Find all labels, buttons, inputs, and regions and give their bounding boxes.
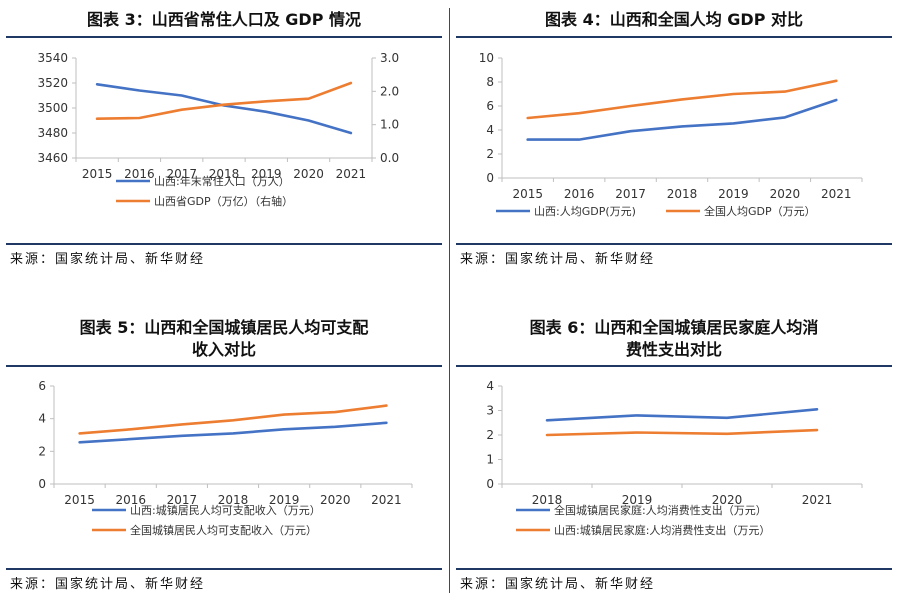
x-tick-label: 2015 (64, 493, 95, 507)
y-tick-label: 6 (38, 379, 46, 393)
series-line-2 (78, 404, 388, 435)
x-tick-label: 2015 (82, 167, 113, 181)
chart-5-title-line1: 图表 5：山西和全国城镇居民人均可支配 (79, 318, 369, 337)
y-tick-label: 1 (486, 453, 494, 467)
chart-6-title-line1: 图表 6：山西和全国城镇居民家庭人均消 (529, 318, 819, 337)
x-tick-label: 2016 (115, 493, 146, 507)
source-rule (456, 243, 892, 245)
panel-chart-3: 图表 3：山西省常住人口及 GDP 情况 3460 3480 3500 3520 354… (6, 0, 442, 270)
y2-tick-label: 0.0 (380, 151, 399, 165)
source-note: 来源：国家统计局、新华财经 (460, 577, 656, 592)
x-tick-label: 2021 (821, 187, 852, 201)
x-tick-label: 2015 (512, 187, 543, 201)
chart-3-title: 图表 3：山西省常住人口及 GDP 情况 (87, 10, 361, 29)
series-line-1 (95, 82, 353, 135)
x-tick-label: 2021 (336, 167, 367, 181)
title-rule (6, 365, 442, 367)
legend-label: 山西:人均GDP(万元) (534, 205, 636, 218)
y-tick-label: 0 (486, 171, 494, 185)
y-tick-label: 4 (38, 412, 46, 426)
y-tick-label: 0 (486, 477, 494, 491)
y-tick-label: 2 (486, 147, 494, 161)
legend-label: 全国城镇居民家庭:人均消费性支出（万元） (554, 503, 767, 517)
x-tick-label: 2017 (167, 493, 198, 507)
x-tick-label: 2016 (124, 167, 155, 181)
chart-5-plot: 0 2 4 6 2015 2016 2017 2018 2019 2020 2021 山西:城镇居民人… (38, 379, 413, 537)
title-rule (6, 36, 442, 38)
y-tick-label: 0 (38, 477, 46, 491)
y-tick-label: 3520 (37, 76, 68, 90)
y-tick-label: 4 (486, 379, 494, 393)
x-tick-label: 2018 (218, 493, 249, 507)
source-note: 来源：国家统计局、新华财经 (460, 252, 656, 267)
panel-chart-4: 图表 4：山西和全国人均 GDP 对比 0 2 4 6 8 10 2015 2016 2017 2… (456, 0, 892, 270)
x-tick-label: 2020 (770, 187, 801, 201)
x-tick-label: 2017 (166, 167, 197, 181)
series-line-2 (95, 81, 353, 120)
legend-label: 山西省GDP（万亿）（右轴） (154, 194, 293, 208)
y-tick-label: 2 (38, 444, 46, 458)
source-rule (6, 568, 442, 570)
x-tick-label: 2018 (667, 187, 698, 201)
x-tick-label: 2021 (371, 493, 402, 507)
y-tick-label: 3500 (37, 101, 68, 115)
y-tick-label: 8 (486, 75, 494, 89)
legend-label: 全国城镇居民人均可支配收入（万元） (130, 523, 317, 537)
series-line-1 (545, 407, 819, 422)
title-rule (456, 365, 892, 367)
series-line-2 (545, 428, 819, 437)
chart-5-title-line2: 收入对比 (191, 340, 256, 359)
x-tick-label: 2020 (293, 167, 324, 181)
legend-label: 全国人均GDP（万元） (704, 204, 816, 218)
y-tick-label: 3 (486, 404, 494, 418)
chart-6-plot: 0 1 2 3 4 2018 2019 2020 2021 全国城镇居民家庭:人均消费性支出（万元… (486, 379, 863, 537)
chart-4-plot: 0 2 4 6 8 10 2015 2016 2017 2018 2019 2020 2021 山西:人均… (479, 51, 863, 218)
x-tick-label: 2018 (209, 167, 240, 181)
vertical-divider (449, 8, 450, 593)
y-tick-label: 2 (486, 428, 494, 442)
source-rule (6, 243, 442, 245)
y-tick-label: 4 (486, 123, 494, 137)
x-tick-label: 2019 (718, 187, 749, 201)
x-tick-label: 2020 (320, 493, 351, 507)
y-tick-label: 10 (479, 51, 494, 65)
panel-chart-5: 图表 5：山西和全国城镇居民人均可支配 收入对比 0 2 4 6 2015 2016 201… (6, 310, 442, 600)
y-tick-label: 6 (486, 99, 494, 113)
x-tick-label: 2019 (622, 493, 653, 507)
source-note: 来源：国家统计局、新华财经 (10, 577, 206, 592)
panel-chart-6: 图表 6：山西和全国城镇居民家庭人均消 费性支出对比 0 1 2 3 4 2018 2019… (456, 310, 892, 600)
x-tick-label: 2019 (269, 493, 300, 507)
source-rule (456, 568, 892, 570)
legend-label: 山西:年末常住人口（万人） (154, 174, 290, 188)
x-tick-label: 2016 (564, 187, 595, 201)
y-tick-label: 3480 (37, 126, 68, 140)
chart-4-title: 图表 4：山西和全国人均 GDP 对比 (545, 10, 803, 29)
legend-label: 山西:城镇居民人均可支配收入（万元） (130, 503, 321, 517)
source-note: 来源：国家统计局、新华财经 (10, 252, 206, 267)
series-line-1 (78, 421, 388, 444)
y2-tick-label: 1.0 (380, 118, 399, 132)
x-tick-label: 2021 (802, 493, 833, 507)
y2-tick-label: 2.0 (380, 84, 399, 98)
series-line-1 (526, 98, 838, 141)
y2-tick-label: 3.0 (380, 51, 399, 65)
y-tick-label: 3540 (37, 51, 68, 65)
x-tick-label: 2019 (251, 167, 282, 181)
x-tick-label: 2020 (712, 493, 743, 507)
chart-6-title-line2: 费性支出对比 (625, 340, 722, 359)
x-tick-label: 2017 (615, 187, 646, 201)
legend-label: 山西:城镇居民家庭:人均消费性支出（万元） (554, 523, 770, 537)
chart-3-plot: 3460 3480 3500 3520 3540 0.0 1.0 2.0 3.0 2015 2016… (37, 51, 399, 208)
y-tick-label: 3460 (37, 151, 68, 165)
title-rule (456, 36, 892, 38)
x-tick-label: 2018 (532, 493, 563, 507)
